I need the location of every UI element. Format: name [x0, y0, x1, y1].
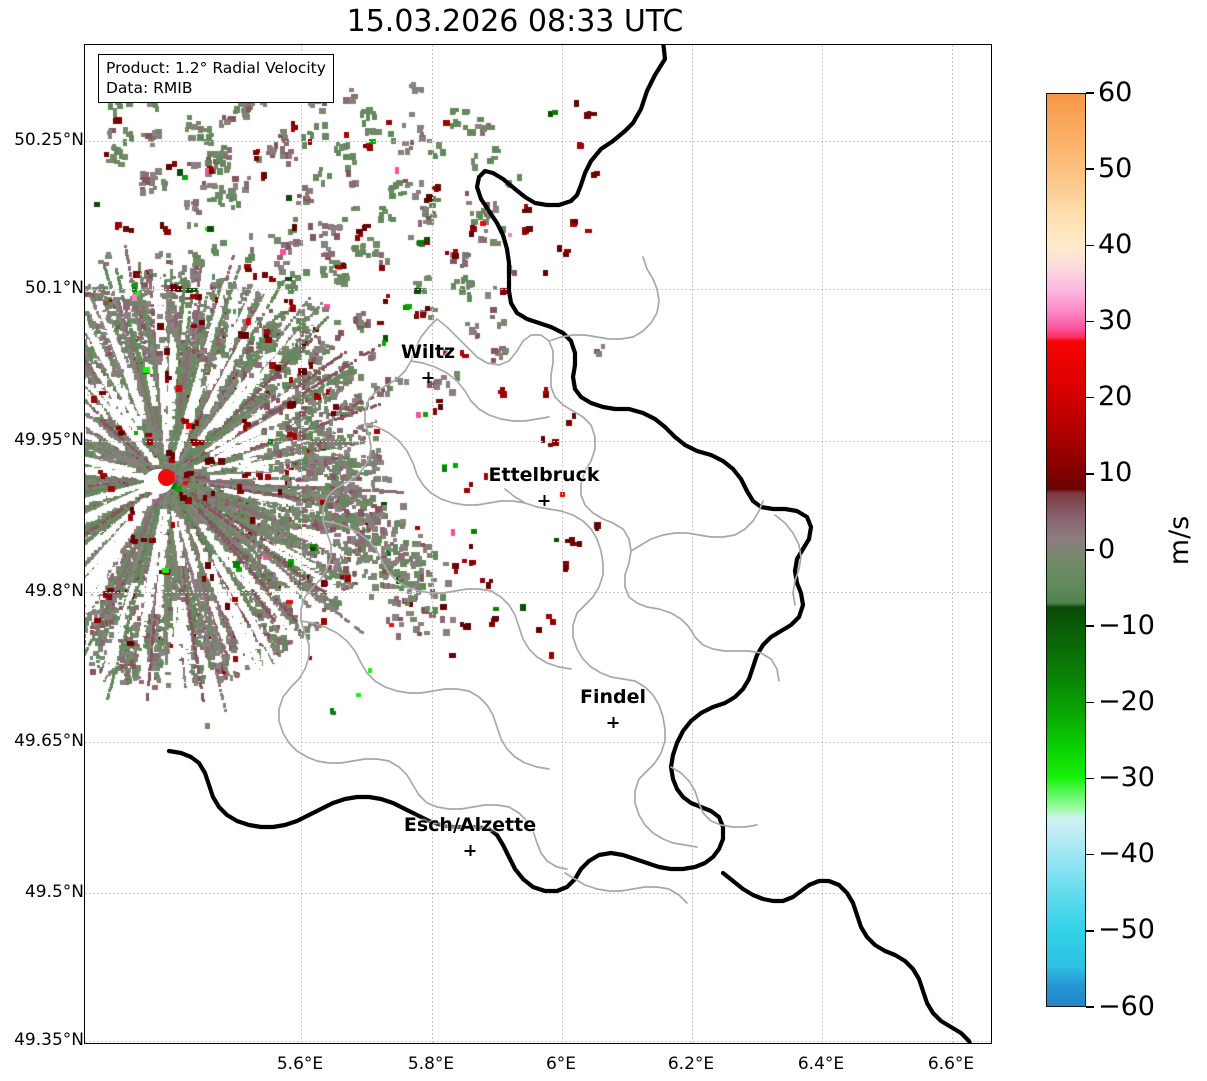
- y-axis-tick-label-3: 49.8°N: [24, 581, 84, 601]
- colorbar-tick-value: −10: [1098, 609, 1155, 641]
- colorbar-unit-label: m/s: [1160, 0, 1200, 1081]
- product-legend-box: Product: 1.2° Radial Velocity Data: RMIB: [98, 54, 334, 103]
- colorbar[interactable]: [1046, 93, 1086, 1007]
- gridline-horizontal: [85, 893, 991, 894]
- colorbar-tick-dash: [1086, 930, 1094, 932]
- colorbar-tick-value: 50: [1098, 152, 1133, 184]
- colorbar-unit-text: m/s: [1164, 515, 1196, 566]
- colorbar-tick-value: −20: [1098, 685, 1155, 717]
- city-label: Ettelbruck: [488, 464, 600, 486]
- gridline-vertical: [301, 45, 302, 1043]
- colorbar-tick-value: −60: [1098, 990, 1155, 1022]
- colorbar-tick-dash: [1086, 625, 1094, 627]
- gridline-horizontal: [85, 141, 991, 142]
- x-axis-tick-label-1: 5.8°E: [407, 1054, 455, 1074]
- y-axis-tick-label-0: 50.25°N: [14, 130, 84, 150]
- colorbar-tick-dash: [1086, 853, 1094, 856]
- page-title: 15.03.2026 08:33 UTC: [346, 4, 684, 39]
- gridline-vertical: [692, 45, 693, 1043]
- city-label: Esch/Alzette: [403, 814, 537, 836]
- x-axis-tick-label-0: 5.6°E: [276, 1054, 324, 1074]
- colorbar-tick-dash: [1086, 701, 1094, 704]
- gridline-vertical: [562, 45, 563, 1043]
- gridline-horizontal: [85, 1041, 991, 1042]
- y-axis-tick-label-4: 49.65°N: [14, 731, 84, 751]
- legend-data-line: Data: RMIB: [106, 79, 193, 97]
- gridline-horizontal: [85, 592, 991, 593]
- colorbar-tick-value: −50: [1098, 914, 1155, 946]
- gridline-vertical: [952, 45, 953, 1043]
- colorbar-tick-value: −40: [1098, 838, 1155, 870]
- colorbar-tick-value: 60: [1098, 76, 1133, 108]
- y-axis-tick-label-5: 49.5°N: [24, 882, 84, 902]
- district-borders-path: [278, 256, 802, 904]
- radar-site-dot: [158, 469, 175, 486]
- cross-marker-icon: [464, 845, 476, 856]
- colorbar-tick-value: 40: [1098, 228, 1133, 260]
- y-axis-tick-label-2: 49.95°N: [14, 430, 84, 450]
- colorbar-tick-value: 10: [1098, 457, 1133, 489]
- cross-marker-icon: [538, 495, 550, 506]
- gridline-horizontal: [85, 289, 991, 290]
- radar-echo-layer: [85, 45, 991, 1043]
- colorbar-tick-dash: [1086, 320, 1094, 323]
- national-border-path: [166, 45, 973, 1043]
- colorbar-gradient: [1047, 94, 1085, 1006]
- y-axis-tick-label-1: 50.1°N: [24, 278, 84, 298]
- colorbar-tick-labels: 60 50 40 30 20 10 0 −10 −20 −30 −40 −50 −60: [1086, 79, 1196, 1020]
- colorbar-tick-dash: [1086, 473, 1094, 475]
- x-axis-tick-label-3: 6.2°E: [667, 1054, 715, 1074]
- colorbar-tick-dash: [1086, 92, 1094, 94]
- gridline-vertical: [822, 45, 823, 1043]
- x-axis-tick-label-2: 6°E: [545, 1054, 577, 1074]
- x-axis-tick-label-5: 6.6°E: [927, 1054, 975, 1074]
- colorbar-tick-value: 30: [1098, 305, 1133, 336]
- map-plot-area[interactable]: Wiltz Ettelbruck Findel Esch/Alzette Produc…: [84, 44, 992, 1044]
- colorbar-tick-value: 20: [1098, 381, 1133, 413]
- city-label: Findel: [579, 686, 647, 708]
- colorbar-tick-value: 0: [1098, 533, 1116, 565]
- gridline-horizontal: [85, 742, 991, 743]
- city-label: Wiltz: [400, 341, 456, 363]
- colorbar-tick-dash: [1086, 244, 1094, 247]
- colorbar-tick-dash: [1086, 777, 1094, 780]
- colorbar-tick-dash: [1086, 168, 1094, 170]
- colorbar-tick-dash: [1086, 396, 1094, 399]
- colorbar-tick-dash: [1086, 549, 1094, 551]
- map-borders-layer: [166, 45, 973, 1043]
- cross-marker-icon: [607, 717, 619, 728]
- x-axis-tick-label-4: 6.4°E: [797, 1054, 845, 1074]
- gridline-vertical: [432, 45, 433, 1043]
- colorbar-tick-dash: [1086, 1006, 1094, 1008]
- y-axis-tick-label-6: 49.35°N: [14, 1030, 84, 1050]
- gridline-horizontal: [85, 441, 991, 442]
- legend-product-line: Product: 1.2° Radial Velocity: [106, 59, 326, 77]
- cross-marker-icon: [422, 372, 434, 383]
- colorbar-tick-value: −30: [1098, 762, 1155, 793]
